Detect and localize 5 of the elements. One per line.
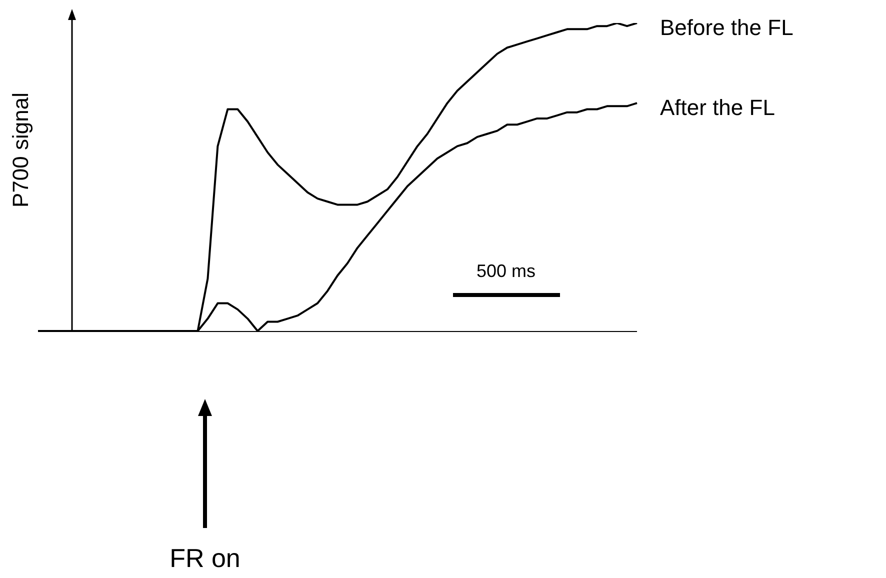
y-axis-title: P700 signal: [8, 92, 34, 208]
series-label: Before the FL: [660, 15, 794, 40]
series-label: After the FL: [660, 95, 775, 120]
text: FR on: [170, 543, 240, 574]
annotation: 500 ms: [476, 260, 536, 281]
